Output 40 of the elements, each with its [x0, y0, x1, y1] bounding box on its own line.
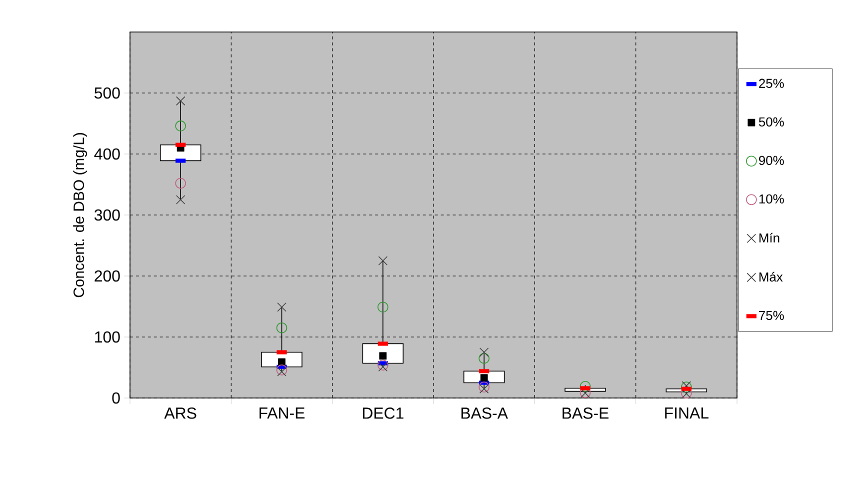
x-tick-label: BAS-A [461, 408, 508, 419]
x-tick-label: BAS-E [562, 408, 608, 419]
y-tick-label: 300 [94, 209, 120, 221]
point [276, 322, 288, 334]
point [379, 352, 387, 360]
legend-label: Máx [759, 272, 783, 282]
legend-label: 75% [759, 310, 784, 320]
x-tick-label: FAN-E [260, 408, 305, 418]
legend-label: 10% [759, 194, 784, 204]
y-tick-label: 0 [112, 392, 120, 404]
point [478, 382, 490, 392]
x-tick-label: DEC1 [362, 408, 404, 419]
point [175, 120, 186, 132]
point [276, 364, 288, 376]
point [176, 195, 186, 204]
y-tick-label: 400 [94, 148, 120, 160]
point [479, 348, 489, 357]
point [176, 96, 186, 106]
y-axis-title: Concent. de DBO (mg/L) [73, 133, 88, 298]
point [580, 381, 591, 392]
point [277, 302, 286, 312]
point [478, 352, 490, 364]
point [277, 367, 286, 376]
point [378, 362, 388, 372]
y-tick-label: 100 [95, 331, 120, 343]
legend-label: 50% [758, 117, 784, 126]
legend-label: Mín [759, 232, 780, 242]
y-tick-label: 500 [94, 87, 120, 99]
point [175, 178, 186, 189]
point [479, 384, 489, 394]
x-tick-label: ARS [164, 408, 196, 419]
legend-label: 90% [759, 156, 784, 166]
point [480, 374, 488, 382]
point [378, 360, 388, 370]
x-tick-label: FINAL [665, 408, 708, 418]
point [378, 302, 388, 313]
y-tick-label: 200 [94, 270, 120, 282]
point [378, 256, 388, 266]
legend-label: 25% [759, 78, 784, 88]
point [278, 358, 286, 366]
